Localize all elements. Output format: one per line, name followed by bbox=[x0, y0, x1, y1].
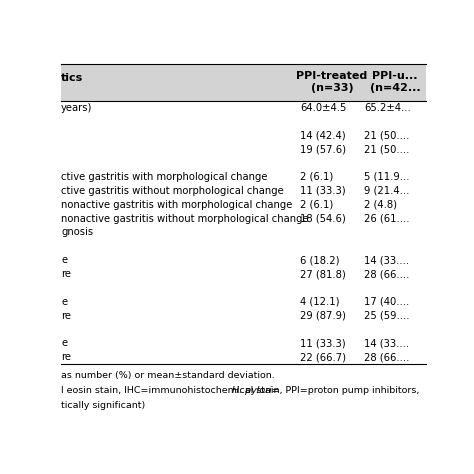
Text: 27 (81.8): 27 (81.8) bbox=[300, 269, 346, 279]
Text: PPI-treated: PPI-treated bbox=[296, 71, 368, 81]
Text: 25 (59....: 25 (59.... bbox=[364, 310, 410, 320]
Text: 28 (66....: 28 (66.... bbox=[364, 352, 410, 362]
Text: 19 (57.6): 19 (57.6) bbox=[300, 144, 346, 154]
Text: H. pylori=: H. pylori= bbox=[232, 386, 280, 395]
Text: 65.2±4...: 65.2±4... bbox=[364, 102, 411, 113]
Text: 2 (6.1): 2 (6.1) bbox=[300, 200, 333, 210]
Text: 4 (12.1): 4 (12.1) bbox=[300, 297, 339, 307]
Text: ctive gastritis with morphological change: ctive gastritis with morphological chang… bbox=[61, 172, 268, 182]
Text: l eosin stain, IHC=immunohistochemical stain, PPI=proton pump inhibitors,: l eosin stain, IHC=immunohistochemical s… bbox=[61, 386, 422, 395]
Text: e: e bbox=[61, 297, 67, 307]
Text: 2 (6.1): 2 (6.1) bbox=[300, 172, 333, 182]
Text: 9 (21.4...: 9 (21.4... bbox=[364, 186, 410, 196]
Text: nonactive gastritis without morphological change: nonactive gastritis without morphologica… bbox=[61, 214, 309, 224]
Text: 18 (54.6): 18 (54.6) bbox=[300, 214, 346, 224]
Text: re: re bbox=[61, 352, 71, 362]
Text: nonactive gastritis with morphological change: nonactive gastritis with morphological c… bbox=[61, 200, 292, 210]
Text: (n=42...: (n=42... bbox=[370, 83, 420, 93]
Text: gnosis: gnosis bbox=[61, 228, 93, 237]
Text: (n=33): (n=33) bbox=[310, 83, 353, 93]
Text: as number (%) or mean±standard deviation.: as number (%) or mean±standard deviation… bbox=[61, 371, 275, 380]
Text: re: re bbox=[61, 310, 71, 320]
Text: re: re bbox=[61, 269, 71, 279]
Bar bbox=[61, 64, 426, 100]
Text: 21 (50....: 21 (50.... bbox=[364, 130, 410, 140]
Text: 22 (66.7): 22 (66.7) bbox=[300, 352, 346, 362]
Text: e: e bbox=[61, 255, 67, 265]
Text: 14 (33....: 14 (33.... bbox=[364, 255, 409, 265]
Text: PPI-u...: PPI-u... bbox=[372, 71, 418, 81]
Text: 14 (42.4): 14 (42.4) bbox=[300, 130, 346, 140]
Text: 2 (4.8): 2 (4.8) bbox=[364, 200, 397, 210]
Text: tically significant): tically significant) bbox=[61, 401, 146, 410]
Text: ctive gastritis without morphological change: ctive gastritis without morphological ch… bbox=[61, 186, 284, 196]
Text: 11 (33.3): 11 (33.3) bbox=[300, 186, 346, 196]
Text: 28 (66....: 28 (66.... bbox=[364, 269, 410, 279]
Text: 17 (40....: 17 (40.... bbox=[364, 297, 410, 307]
Text: 29 (87.9): 29 (87.9) bbox=[300, 310, 346, 320]
Text: e: e bbox=[61, 338, 67, 348]
Text: 64.0±4.5: 64.0±4.5 bbox=[300, 102, 346, 113]
Text: 26 (61....: 26 (61.... bbox=[364, 214, 410, 224]
Text: 5 (11.9...: 5 (11.9... bbox=[364, 172, 410, 182]
Text: years): years) bbox=[61, 102, 92, 113]
Text: 14 (33....: 14 (33.... bbox=[364, 338, 409, 348]
Text: tics: tics bbox=[61, 73, 83, 83]
Text: 21 (50....: 21 (50.... bbox=[364, 144, 410, 154]
Text: 6 (18.2): 6 (18.2) bbox=[300, 255, 339, 265]
Text: 11 (33.3): 11 (33.3) bbox=[300, 338, 346, 348]
